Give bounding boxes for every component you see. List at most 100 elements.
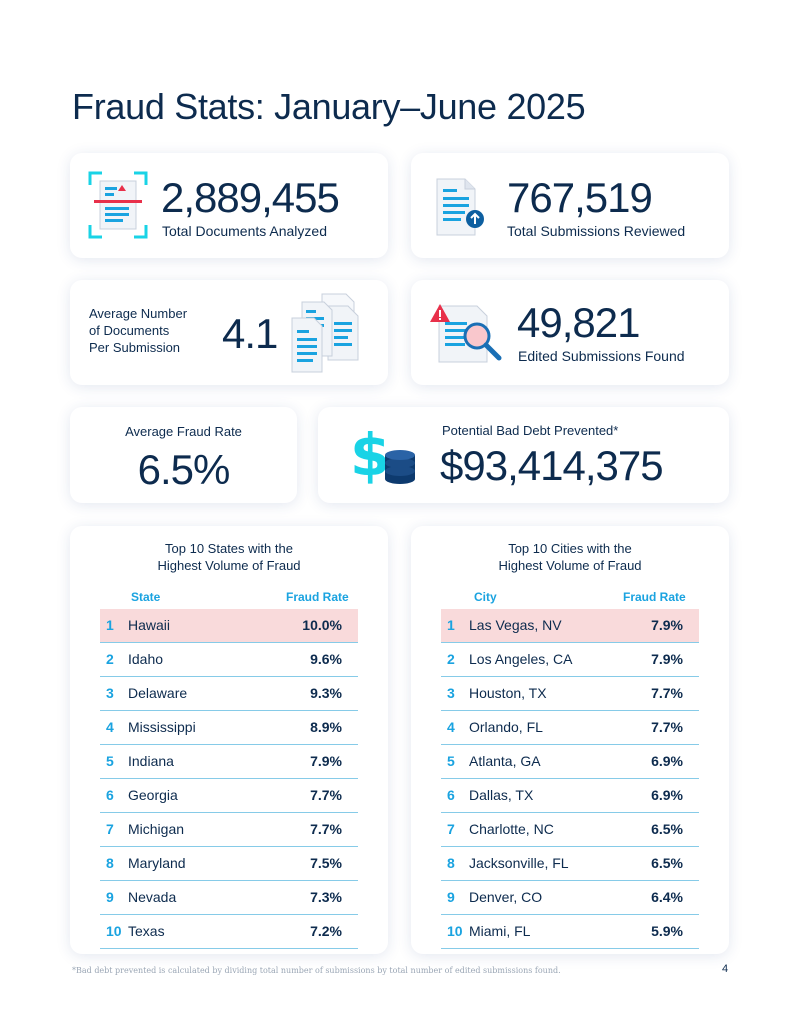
documents-analyzed-label: Total Documents Analyzed [162,223,327,239]
table-row: 4 Mississippi 8.9% [100,711,358,745]
states-col-state: State [131,590,161,604]
table-row: 3 Delaware 9.3% [100,677,358,711]
row-rank: 3 [447,685,455,701]
table-row: 10 Miami, FL 5.9% [441,915,699,949]
table-row: 5 Indiana 7.9% [100,745,358,779]
row-name: Hawaii [128,617,171,633]
states-col-rate: Fraud Rate [286,590,349,604]
row-rank: 6 [447,787,455,803]
document-stack-icon [291,293,359,373]
fraud-rate-label: Average Fraud Rate [125,424,242,439]
submissions-reviewed-label: Total Submissions Reviewed [507,223,686,239]
avg-documents-card: Average Number of Documents Per Submissi… [70,280,388,385]
row-rank: 9 [447,889,455,905]
row-rank: 3 [106,685,114,701]
row-name: Los Angeles, CA [469,651,573,667]
row-rank: 8 [447,855,455,871]
row-name: Denver, CO [469,889,543,905]
table-row: 1 Las Vegas, NV 7.9% [441,609,699,643]
dollar-coins-icon: $ [350,421,415,489]
states-title-line-2: Highest Volume of Fraud [157,558,301,573]
row-rank: 5 [106,753,114,769]
row-rank: 4 [447,719,455,735]
row-name: Texas [128,923,165,939]
row-rank: 1 [447,617,455,633]
table-row: 9 Nevada 7.3% [100,881,358,915]
table-row: 10 Texas 7.2% [100,915,358,949]
row-name: Georgia [128,787,178,803]
table-row: 7 Charlotte, NC 6.5% [441,813,699,847]
row-name: Delaware [128,685,188,701]
row-rate: 6.5% [651,855,683,871]
row-rate: 7.3% [310,889,342,905]
states-table-card: Top 10 States with the Highest Volume of… [70,526,388,954]
row-name: Jacksonville, FL [469,855,569,871]
row-name: Idaho [128,651,164,667]
table-row: 8 Maryland 7.5% [100,847,358,881]
row-rank: 5 [447,753,455,769]
row-rate: 7.2% [310,923,342,939]
avg-documents-label-2: of Documents [89,323,170,338]
cities-col-rate: Fraud Rate [623,590,686,604]
row-name: Houston, TX [469,685,547,701]
row-rate: 6.9% [651,787,683,803]
row-rate: 7.7% [651,719,683,735]
row-rank: 1 [106,617,114,633]
documents-analyzed-card: 2,889,455 Total Documents Analyzed [70,153,388,258]
states-table-title: Top 10 States with the Highest Volume of… [70,540,388,574]
avg-documents-value: 4.1 [222,310,278,357]
row-rate: 7.5% [310,855,342,871]
avg-documents-label-3: Per Submission [89,340,181,355]
fraud-rate-value: 6.5% [137,446,231,493]
row-rate: 7.9% [651,651,683,667]
documents-analyzed-value: 2,889,455 [161,174,340,221]
avg-documents-label-1: Average Number [89,306,188,321]
footnote: *Bad debt prevented is calculated by div… [72,966,561,975]
row-rate: 7.7% [310,787,342,803]
row-rate: 7.7% [651,685,683,701]
table-row: 3 Houston, TX 7.7% [441,677,699,711]
row-rate: 10.0% [302,617,342,633]
states-title-line-1: Top 10 States with the [165,541,293,556]
row-rank: 7 [106,821,114,837]
row-name: Atlanta, GA [469,753,541,769]
submissions-reviewed-value: 767,519 [507,174,653,221]
row-rank: 9 [106,889,114,905]
row-rate: 9.6% [310,651,342,667]
cities-col-city: City [474,590,497,604]
bad-debt-card: $ Potential Bad Debt Prevented* $93,414,… [318,407,729,503]
row-name: Miami, FL [469,923,531,939]
row-name: Las Vegas, NV [469,617,562,633]
row-name: Maryland [128,855,186,871]
row-name: Mississippi [128,719,196,735]
row-rate: 7.7% [310,821,342,837]
table-row: 2 Los Angeles, CA 7.9% [441,643,699,677]
row-name: Nevada [128,889,177,905]
submissions-reviewed-card: 767,519 Total Submissions Reviewed [411,153,729,258]
table-row: 8 Jacksonville, FL 6.5% [441,847,699,881]
table-row: 9 Denver, CO 6.4% [441,881,699,915]
document-alert-search-icon [430,304,502,363]
cities-title-line-1: Top 10 Cities with the [508,541,632,556]
cities-table-card: Top 10 Cities with the Highest Volume of… [411,526,729,954]
row-rate: 9.3% [310,685,342,701]
document-upload-icon [436,178,484,236]
bad-debt-label: Potential Bad Debt Prevented* [442,423,619,438]
table-row: 1 Hawaii 10.0% [100,609,358,643]
table-row: 2 Idaho 9.6% [100,643,358,677]
row-rate: 7.9% [310,753,342,769]
row-name: Dallas, TX [469,787,534,803]
row-rank: 2 [447,651,455,667]
svg-text:$: $ [350,421,390,489]
edited-submissions-label: Edited Submissions Found [518,348,685,364]
row-rank: 10 [447,923,463,939]
row-rank: 8 [106,855,114,871]
cities-table-title: Top 10 Cities with the Highest Volume of… [411,540,729,574]
row-rate: 6.9% [651,753,683,769]
edited-submissions-value: 49,821 [517,299,640,346]
row-name: Orlando, FL [469,719,543,735]
row-name: Indiana [128,753,174,769]
row-rate: 5.9% [651,923,683,939]
row-rank: 2 [106,651,114,667]
page-number: 4 [722,963,729,975]
